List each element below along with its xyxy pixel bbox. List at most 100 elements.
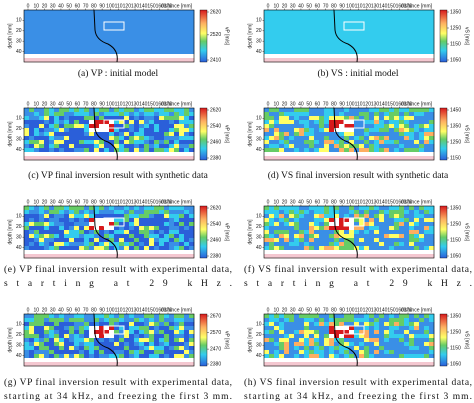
heatmap-cell	[374, 156, 380, 161]
heatmap-cell	[274, 38, 280, 43]
heatmap-cell	[124, 250, 130, 255]
heatmap-cell	[349, 132, 355, 137]
heatmap-cell	[84, 330, 90, 335]
heatmap-cell	[399, 326, 405, 331]
heatmap-cell	[24, 334, 30, 339]
heatmap-cell	[44, 326, 50, 331]
heatmap-cell	[394, 314, 400, 319]
heatmap-cell	[94, 350, 100, 355]
heatmap-cell	[369, 148, 375, 153]
heatmap-cell	[34, 132, 40, 137]
heatmap-cell	[29, 46, 35, 51]
heatmap-cell	[429, 346, 435, 351]
heatmap-cell	[359, 144, 365, 149]
heatmap-cell	[349, 242, 355, 247]
heatmap-cell	[174, 148, 180, 153]
heatmap-cell	[309, 38, 315, 43]
heatmap-cell	[424, 124, 430, 129]
heatmap-cell	[69, 42, 75, 47]
heatmap-cell	[354, 314, 360, 319]
heatmap-cell	[69, 234, 75, 239]
heatmap-cell	[414, 10, 420, 15]
heatmap-cell	[49, 254, 55, 259]
heatmap-cell	[154, 120, 160, 125]
heatmap-cell	[149, 314, 155, 319]
heatmap-cell	[154, 144, 160, 149]
heatmap-cell	[79, 156, 85, 161]
heatmap-cell	[99, 34, 105, 39]
heatmap-cell	[374, 214, 380, 219]
heatmap-cell	[24, 222, 30, 227]
heatmap-cell	[409, 346, 415, 351]
heatmap-cell	[124, 334, 130, 339]
heatmap-cell	[44, 140, 50, 145]
heatmap-cell	[414, 120, 420, 125]
y-tick-label: 40	[256, 353, 262, 359]
heatmap-cell	[94, 156, 100, 161]
x-tick-label: 110	[355, 3, 363, 9]
heatmap-cell	[309, 120, 315, 125]
heatmap-cell	[49, 214, 55, 219]
heatmap-cell	[189, 18, 195, 23]
heatmap-cell	[94, 354, 100, 359]
heatmap-cell	[39, 214, 45, 219]
heatmap-cell	[369, 120, 375, 125]
heatmap-cell	[154, 362, 160, 367]
heatmap-cell	[344, 120, 350, 125]
heatmap-cell	[119, 116, 125, 121]
heatmap-cell	[64, 54, 70, 59]
heatmap-cell	[294, 50, 300, 55]
heatmap-cell	[119, 38, 125, 43]
heatmap-cell	[54, 218, 60, 223]
heatmap-cell	[99, 30, 105, 35]
heatmap-cell	[404, 22, 410, 27]
heatmap-cell	[319, 214, 325, 219]
heatmap-cell	[69, 246, 75, 251]
heatmap-cell	[74, 318, 80, 323]
heatmap-cell	[29, 124, 35, 129]
heatmap-cell	[299, 42, 305, 47]
heatmap-cell	[139, 120, 145, 125]
heatmap-cell	[124, 120, 130, 125]
heatmap-cell	[354, 214, 360, 219]
heatmap-cell	[134, 10, 140, 15]
heatmap-cell	[364, 230, 370, 235]
heatmap-cell	[139, 22, 145, 27]
heatmap-cell	[374, 318, 380, 323]
heatmap-cell	[99, 124, 105, 129]
heatmap-cell	[379, 214, 385, 219]
heatmap-cell	[299, 10, 305, 15]
x-tick-label: 40	[58, 101, 64, 107]
heatmap-cell	[294, 226, 300, 231]
heatmap-cell	[99, 10, 105, 15]
heatmap-cell	[424, 226, 430, 231]
heatmap-cell	[299, 148, 305, 153]
heatmap-cell	[269, 350, 275, 355]
heatmap-cell	[409, 322, 415, 327]
y-tick-label: 10	[256, 18, 262, 24]
heatmap-cell	[394, 58, 400, 63]
heatmap-cell	[304, 140, 310, 145]
heatmap-cell	[184, 206, 190, 211]
heatmap-cell	[414, 132, 420, 137]
heatmap-cell	[344, 346, 350, 351]
heatmap-cell	[184, 238, 190, 243]
heatmap-cell	[59, 322, 65, 327]
panel: 0 10 20 30 40 50 60 70 80 90 100 110 120 130 140 150 160…	[4, 307, 232, 402]
heatmap-cell	[189, 354, 195, 359]
heatmap-cell	[104, 152, 110, 157]
heatmap-cell	[39, 342, 45, 347]
heatmap-cell	[279, 250, 285, 255]
heatmap-cell	[99, 144, 105, 149]
heatmap-cell	[284, 116, 290, 121]
heatmap-cell	[99, 354, 105, 359]
y-tick-label: 30	[16, 137, 22, 143]
heatmap-cell	[24, 124, 30, 129]
heatmap-cell	[49, 350, 55, 355]
heatmap-cell	[189, 136, 195, 141]
heatmap-cell	[319, 346, 325, 351]
heatmap-cell	[139, 210, 145, 215]
heatmap-cell	[104, 338, 110, 343]
heatmap-cell	[319, 334, 325, 339]
heatmap-cell	[59, 254, 65, 259]
